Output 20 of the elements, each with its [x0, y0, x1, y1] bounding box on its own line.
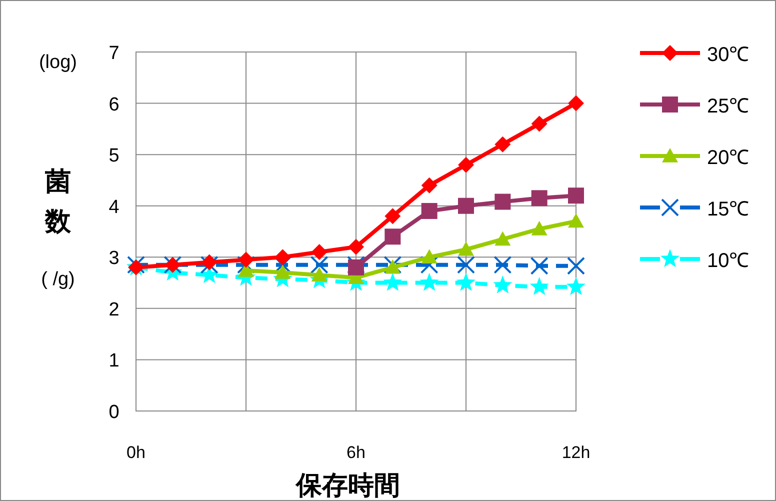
y-tick-label: 1	[108, 350, 120, 372]
y-tick-label: 3	[108, 248, 120, 270]
text: ( /g)	[41, 269, 75, 290]
legend-label: 20℃	[707, 147, 750, 169]
y-tick-label: 0	[108, 402, 120, 423]
y-axis-title: 菌数	[44, 166, 72, 236]
y-tick-label: 6	[108, 94, 120, 116]
x-tick-label: 6h	[346, 443, 366, 462]
x-tick-label: 0h	[126, 443, 146, 462]
y-tick-label: 2	[108, 299, 120, 320]
y-tick-label: 7	[108, 43, 120, 64]
legend-label: 15℃	[707, 198, 750, 220]
x-tick-label: 12h	[562, 443, 590, 462]
text: (log)	[38, 52, 78, 73]
legend-label: 30℃	[707, 44, 750, 66]
y-tick-label: 4	[108, 196, 120, 218]
y-tick-label: 5	[108, 146, 120, 167]
x-axis-title: 保存時間	[295, 470, 400, 500]
legend-label: 10℃	[707, 250, 750, 272]
legend-label: 25℃	[707, 96, 750, 118]
